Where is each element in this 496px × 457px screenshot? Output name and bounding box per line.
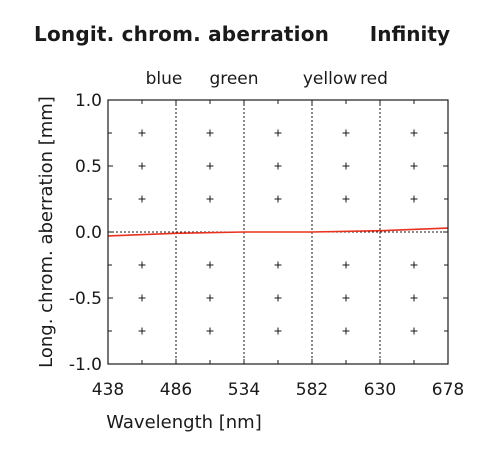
grid-plus-marker	[274, 261, 282, 269]
grid-plus-marker	[138, 195, 146, 203]
grid-plus-marker	[410, 129, 418, 137]
x-tick-label: 630	[364, 380, 396, 400]
grid-plus-marker	[206, 195, 214, 203]
grid-plus-marker	[342, 261, 350, 269]
grid-plus-marker	[410, 327, 418, 335]
axis-ticks: 438 486 534 582 630 678 1.0 0.5 0.0 -0.5 -1.0	[69, 91, 464, 400]
grid-plus-marker	[206, 327, 214, 335]
grid-markers	[138, 129, 418, 335]
chart-subtitle: Infinity	[369, 22, 450, 46]
grid-plus-marker	[274, 327, 282, 335]
x-tick-label: 486	[160, 380, 192, 400]
grid-plus-marker	[410, 294, 418, 302]
grid-plus-marker	[410, 261, 418, 269]
grid-plus-marker	[138, 129, 146, 137]
y-tick-label: 0.0	[75, 223, 102, 243]
x-tick-label: 438	[92, 380, 124, 400]
grid-plus-marker	[206, 294, 214, 302]
band-label-red: red	[360, 69, 388, 89]
grid-plus-marker	[274, 162, 282, 170]
y-tick-label: -0.5	[69, 289, 102, 309]
grid-plus-marker	[138, 261, 146, 269]
grid-plus-marker	[206, 162, 214, 170]
grid-plus-marker	[342, 327, 350, 335]
y-tick-label: 1.0	[75, 91, 102, 111]
band-label-green: green	[209, 69, 258, 89]
band-label-yellow: yellow	[303, 69, 357, 89]
grid-plus-marker	[342, 129, 350, 137]
band-label-blue: blue	[146, 69, 183, 89]
x-tick-label: 582	[296, 380, 328, 400]
grid-plus-marker	[138, 294, 146, 302]
grid-plus-marker	[274, 195, 282, 203]
grid-plus-marker	[138, 327, 146, 335]
grid-plus-marker	[342, 162, 350, 170]
y-axis-label: Long. chrom. aberration [mm]	[36, 96, 57, 368]
grid-plus-marker	[342, 294, 350, 302]
grid-plus-marker	[138, 162, 146, 170]
grid-plus-marker	[206, 129, 214, 137]
x-tick-label: 534	[228, 380, 260, 400]
series-lines	[107, 227, 449, 237]
grid-plus-marker	[274, 129, 282, 137]
grid-plus-marker	[342, 195, 350, 203]
grid-plus-marker	[410, 195, 418, 203]
series-line	[107, 227, 449, 237]
grid-plus-marker	[206, 261, 214, 269]
grid-plus-marker	[410, 162, 418, 170]
grid-plus-marker	[274, 294, 282, 302]
x-axis-label: Wavelength [nm]	[106, 412, 262, 433]
band-lines: blue green yellow red	[146, 69, 388, 364]
chart-title: Longit. chrom. aberration	[34, 22, 330, 46]
y-tick-label: 0.5	[75, 157, 102, 177]
x-tick-label: 678	[432, 380, 464, 400]
y-tick-label: -1.0	[69, 355, 102, 375]
